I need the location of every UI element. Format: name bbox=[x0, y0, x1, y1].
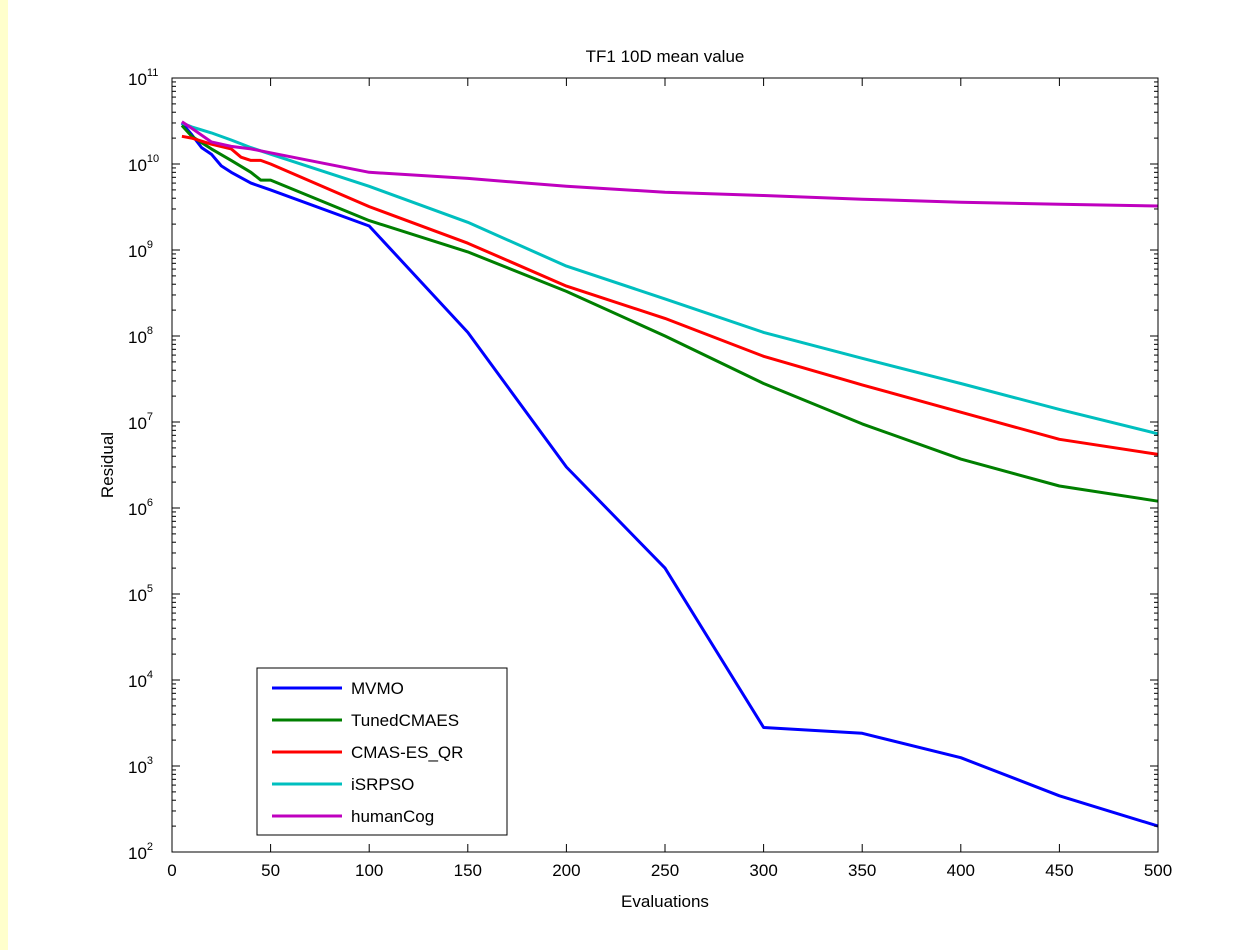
series-line-tunedcmaes bbox=[180, 124, 1159, 503]
y-tick-label: 105 bbox=[128, 583, 153, 605]
y-tick-base: 10 bbox=[128, 586, 147, 605]
x-tick-label: 250 bbox=[651, 861, 679, 880]
y-tick-base: 10 bbox=[128, 844, 147, 863]
y-tick-label: 108 bbox=[128, 325, 153, 347]
series-line-cmas-es-qr bbox=[181, 134, 1159, 456]
y-tick-exponent: 6 bbox=[147, 497, 153, 509]
y-tick-base: 10 bbox=[128, 500, 147, 519]
tick-layer: 0 50 100 150 200 250 300 350 400 450 5001021031041… bbox=[128, 67, 1172, 880]
y-tick-exponent: 10 bbox=[147, 153, 159, 165]
legend-label: TunedCMAES bbox=[351, 711, 459, 730]
x-tick-label: 100 bbox=[355, 861, 383, 880]
y-tick-base: 10 bbox=[128, 758, 147, 777]
y-tick-exponent: 2 bbox=[147, 841, 153, 853]
y-tick-exponent: 4 bbox=[147, 669, 153, 681]
x-tick-label: 500 bbox=[1144, 861, 1172, 880]
x-tick-label: 450 bbox=[1045, 861, 1073, 880]
chart: TF1 10D mean value Evaluations Residual … bbox=[98, 47, 1172, 911]
y-tick-base: 10 bbox=[128, 242, 147, 261]
x-axis-title: Evaluations bbox=[621, 892, 709, 911]
y-tick-base: 10 bbox=[128, 328, 147, 347]
y-tick-label: 1011 bbox=[128, 67, 158, 89]
y-tick-label: 102 bbox=[128, 841, 153, 863]
x-tick-label: 300 bbox=[749, 861, 777, 880]
y-tick-base: 10 bbox=[128, 156, 147, 175]
figure: TF1 10D mean value Evaluations Residual … bbox=[8, 0, 1258, 950]
y-tick-exponent: 5 bbox=[147, 583, 153, 595]
x-tick-label: 400 bbox=[947, 861, 975, 880]
y-tick-label: 109 bbox=[128, 239, 153, 261]
legend: MVMO TunedCMAES CMAS-ES_QR iSRPSO humanCog bbox=[256, 667, 508, 836]
x-tick-label: 50 bbox=[261, 861, 280, 880]
y-tick-exponent: 11 bbox=[147, 67, 158, 79]
series-line-humancog bbox=[181, 120, 1159, 208]
y-tick-base: 10 bbox=[128, 672, 147, 691]
y-tick-exponent: 8 bbox=[147, 325, 153, 337]
y-tick-label: 107 bbox=[128, 411, 153, 433]
x-tick-label: 0 bbox=[167, 861, 176, 880]
legend-label: iSRPSO bbox=[351, 775, 414, 794]
y-tick-label: 104 bbox=[128, 669, 153, 691]
y-tick-exponent: 9 bbox=[147, 239, 153, 251]
y-tick-base: 10 bbox=[128, 70, 147, 89]
y-tick-base: 10 bbox=[128, 414, 147, 433]
y-tick-exponent: 7 bbox=[147, 411, 153, 423]
legend-label: MVMO bbox=[351, 679, 404, 698]
y-tick-label: 1010 bbox=[128, 153, 159, 175]
y-axis-title: Residual bbox=[98, 432, 117, 498]
axes-frame bbox=[171, 77, 1159, 853]
y-tick-label: 103 bbox=[128, 755, 153, 777]
legend-label: humanCog bbox=[351, 807, 434, 826]
x-tick-label: 150 bbox=[454, 861, 482, 880]
series-line-isrpso bbox=[181, 121, 1159, 436]
legend-label: CMAS-ES_QR bbox=[351, 743, 463, 762]
series-layer bbox=[180, 120, 1159, 828]
x-tick-label: 200 bbox=[552, 861, 580, 880]
x-tick-label: 350 bbox=[848, 861, 876, 880]
chart-title: TF1 10D mean value bbox=[586, 47, 745, 66]
y-tick-exponent: 3 bbox=[147, 755, 153, 767]
y-tick-label: 106 bbox=[128, 497, 153, 519]
series-line-mvmo bbox=[180, 122, 1159, 828]
